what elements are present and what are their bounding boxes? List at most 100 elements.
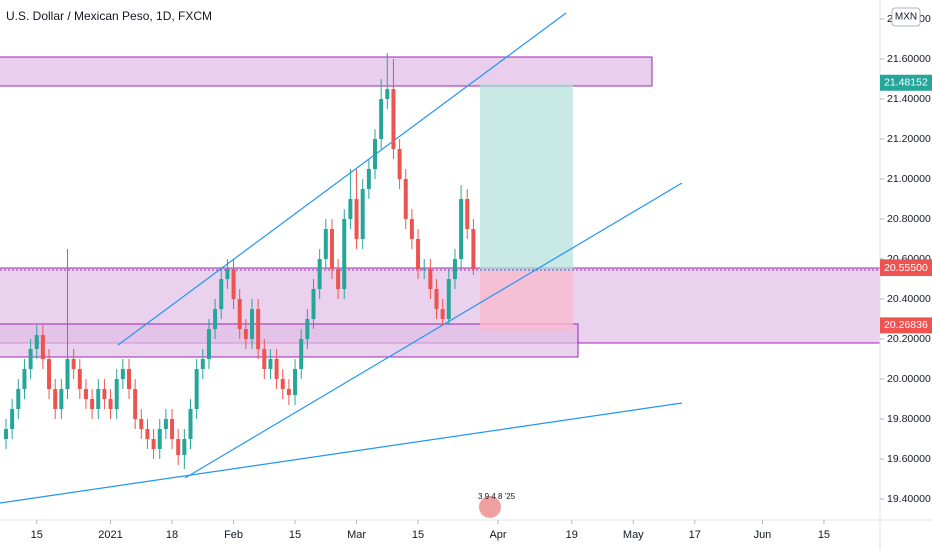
candle-body bbox=[157, 429, 162, 450]
candle-body bbox=[96, 389, 101, 410]
x-tick-label: 15 bbox=[818, 529, 830, 541]
candle-body bbox=[28, 349, 33, 370]
candle-body bbox=[250, 309, 254, 340]
candle-body bbox=[176, 439, 181, 456]
candle-body bbox=[231, 269, 236, 300]
x-tick-label: 17 bbox=[689, 529, 701, 541]
candle-body bbox=[280, 379, 285, 390]
candle-body bbox=[182, 439, 187, 456]
y-tick-label: 20.40000 bbox=[887, 293, 931, 305]
x-tick-label: Mar bbox=[347, 529, 366, 541]
candle-body bbox=[428, 269, 433, 290]
candle-body bbox=[127, 369, 131, 390]
candle-body bbox=[416, 239, 421, 270]
y-tick-label: 20.80000 bbox=[887, 213, 931, 225]
candle-body bbox=[108, 399, 113, 410]
candle-body bbox=[256, 309, 261, 350]
candle-body bbox=[194, 369, 199, 410]
candle-body bbox=[213, 309, 218, 330]
candle-body bbox=[151, 439, 156, 450]
candle-body bbox=[10, 409, 15, 430]
candle-body bbox=[379, 99, 384, 140]
candle-body bbox=[391, 89, 396, 150]
candle-body bbox=[40, 335, 45, 360]
candle-body bbox=[188, 409, 193, 440]
price-tag bbox=[880, 317, 932, 334]
x-tick-label: 15 bbox=[31, 529, 43, 541]
x-tick-label: 15 bbox=[412, 529, 424, 541]
candle-body bbox=[65, 359, 70, 390]
candle-body bbox=[366, 169, 371, 190]
candle-body bbox=[243, 329, 248, 340]
candle-body bbox=[336, 269, 341, 290]
y-tick-label: 21.40000 bbox=[887, 93, 931, 105]
candle-body bbox=[471, 229, 476, 270]
y-tick-label: 19.40000 bbox=[887, 493, 931, 505]
candle-body bbox=[114, 379, 119, 410]
x-tick-label: 2021 bbox=[98, 529, 122, 541]
price-tag-label: 21.48152 bbox=[884, 77, 928, 89]
candle-body bbox=[311, 289, 316, 320]
y-tick-label: 21.00000 bbox=[887, 173, 931, 185]
candle-body bbox=[59, 389, 64, 410]
x-tick-label: Jun bbox=[754, 529, 772, 541]
x-tick-label: May bbox=[623, 529, 644, 541]
y-tick-label: 21.20000 bbox=[887, 133, 931, 145]
target-box bbox=[480, 84, 573, 271]
candle-body bbox=[403, 179, 408, 220]
candle-body bbox=[71, 359, 76, 370]
resistance-zone bbox=[0, 56, 653, 87]
price-tag-label: 20.26836 bbox=[884, 319, 928, 331]
x-tick-label: Feb bbox=[224, 529, 243, 541]
x-tick-label: 18 bbox=[166, 529, 178, 541]
y-tick-label: 19.60000 bbox=[887, 453, 931, 465]
candle-body bbox=[206, 329, 211, 360]
candle-body bbox=[452, 259, 457, 280]
candle-body bbox=[139, 419, 144, 430]
price-tag bbox=[880, 260, 932, 277]
candle-body bbox=[465, 199, 470, 230]
candle-body bbox=[133, 389, 138, 420]
candle-body bbox=[268, 359, 273, 370]
trend-line bbox=[0, 402, 683, 504]
candle-body bbox=[360, 189, 365, 240]
x-tick-label: Apr bbox=[489, 529, 506, 541]
candle-body bbox=[323, 229, 328, 260]
candle-body bbox=[77, 369, 82, 390]
y-tick-label: 19.80000 bbox=[887, 413, 931, 425]
badge-text: 3 9 4 8 '25 bbox=[478, 492, 516, 501]
candle-body bbox=[299, 339, 304, 370]
candle-body bbox=[305, 319, 310, 340]
candle-body bbox=[4, 429, 8, 440]
candle-body bbox=[120, 369, 125, 380]
candle-body bbox=[317, 259, 322, 290]
candle-body bbox=[373, 139, 377, 170]
badge-icon bbox=[479, 496, 501, 518]
candle-body bbox=[53, 389, 58, 410]
x-tick-label: 15 bbox=[289, 529, 301, 541]
currency-label: MXN bbox=[895, 12, 917, 23]
candle-body bbox=[459, 199, 464, 260]
price-tag-label: 20.55500 bbox=[884, 262, 928, 274]
candle-body bbox=[237, 299, 242, 330]
candle-body bbox=[397, 149, 402, 180]
candle-body bbox=[422, 269, 427, 271]
candle-body bbox=[434, 289, 439, 310]
y-tick-label: 21.60000 bbox=[887, 53, 931, 65]
candle-body bbox=[163, 419, 168, 430]
candle-body bbox=[145, 429, 150, 440]
candle-body bbox=[385, 89, 390, 100]
candle-body bbox=[329, 229, 334, 270]
currency-badge bbox=[891, 7, 921, 27]
candle-body bbox=[200, 359, 205, 370]
stop-box bbox=[480, 271, 573, 331]
y-tick-label: 20.00000 bbox=[887, 373, 931, 385]
candle-body bbox=[90, 399, 95, 410]
candle-body bbox=[274, 359, 279, 380]
candle-body bbox=[225, 269, 230, 280]
candle-body bbox=[342, 219, 347, 290]
chart-title: U.S. Dollar / Mexican Peso, 1D, FXCM bbox=[6, 9, 212, 23]
candle-body bbox=[286, 389, 291, 396]
candle-body bbox=[16, 389, 21, 410]
